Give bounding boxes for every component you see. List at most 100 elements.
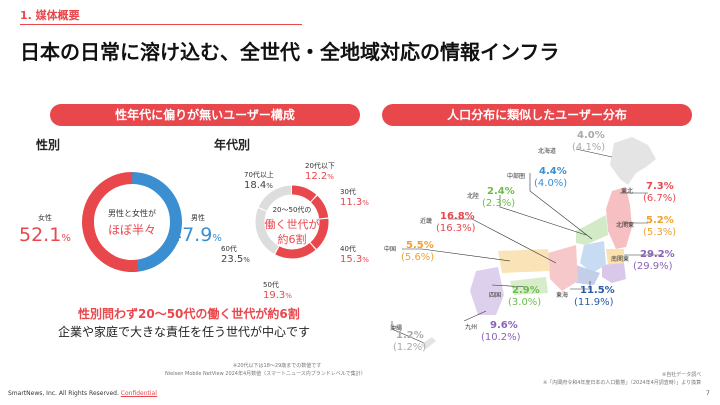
male-percent-sign: % <box>212 233 222 244</box>
gender-header: 性別 <box>36 138 61 152</box>
region-tohoku-prev: (6.7%) <box>643 193 677 204</box>
region-minamikanto-value: 29.2% <box>640 249 675 260</box>
region-chugoku-value: 5.5% <box>406 240 434 251</box>
age-arc-0 <box>255 185 329 259</box>
region-chubu-prev: (4.0%) <box>534 178 568 189</box>
gender-donut <box>82 172 182 272</box>
age-60s-percent: % <box>243 256 250 264</box>
age-40s-number: 15.3 <box>340 254 363 265</box>
age-center-line2: 働く世代が <box>264 218 320 231</box>
age-label-50s-name: 50代 <box>263 281 279 289</box>
region-minamikanto-prev: (29.9%) <box>633 261 673 272</box>
page-title: 日本の日常に溶け込む、全世代・全地域対応の情報インフラ <box>20 40 560 64</box>
male-value-number: 47.9 <box>170 224 213 246</box>
age-arc-3 <box>255 185 329 259</box>
age-label-50s: 50代 19.3% <box>263 280 292 301</box>
age-center-line1: 20〜50代の <box>272 206 312 214</box>
map-chugoku <box>498 249 550 273</box>
region-chugoku-name: 中国 <box>384 246 397 253</box>
region-shikoku-value: 2.9% <box>512 285 540 296</box>
footer: SmartNews, Inc. All Rights Reserved. Con… <box>8 390 157 397</box>
left-section-pill: 性年代に偏りが無いユーザー構成 <box>50 104 360 126</box>
conclusion-subtext: 企業や家庭で大きな責任を任う世代が中心です <box>58 325 311 339</box>
left-footnote-1: ※20代以下は18〜29歳までの数値です <box>233 363 322 369</box>
age-header: 年代別 <box>214 138 251 152</box>
region-kyushu-name: 九州 <box>465 324 478 331</box>
region-minamikanto-name: 南関東 <box>611 256 630 263</box>
region-tohoku-name: 東北 <box>621 188 634 195</box>
age-label-40s-name: 40代 <box>340 245 356 253</box>
age-label-70s: 70代以上 18.4% <box>244 170 274 191</box>
right-footnote-1: ※自社データ調べ <box>662 372 702 378</box>
age-label-50s-value: 19.3% <box>263 290 292 301</box>
age-label-60s-value: 23.5% <box>221 254 250 265</box>
map-tohoku <box>606 187 632 249</box>
map-tokai <box>576 265 600 285</box>
age-label-40s-value: 15.3% <box>340 254 369 265</box>
region-tokai-value: 11.5% <box>580 285 615 296</box>
age-60s-number: 23.5 <box>221 254 244 265</box>
footer-copyright: SmartNews, Inc. All Rights Reserved. <box>8 390 119 397</box>
map-hokkaido <box>610 137 656 185</box>
region-tokai-prev: (11.9%) <box>574 297 614 308</box>
map-kinki <box>548 245 578 291</box>
region-kyushu-prev: (10.2%) <box>481 332 521 343</box>
region-tohoku-value: 7.3% <box>646 181 674 192</box>
male-value: 47.9% <box>170 224 222 246</box>
conclusion-heading: 性別問わず20〜50代の働く世代が約6割 <box>78 307 300 321</box>
region-hokuriku-value: 2.4% <box>487 186 515 197</box>
right-section-pill: 人口分布に類似したユーザー分布 <box>382 104 692 126</box>
section-divider <box>20 24 302 25</box>
age-label-30s-value: 11.3% <box>340 197 369 208</box>
page-number: 7 <box>706 390 710 397</box>
age-50s-number: 19.3 <box>263 290 286 301</box>
region-hokuriku-prev: (2.3%) <box>482 198 516 209</box>
region-kitakanto-value: 5.2% <box>646 215 674 226</box>
female-percent-sign: % <box>61 233 71 244</box>
age-label-20s-name: 20代以下 <box>305 162 335 170</box>
map-kitakanto <box>606 249 624 265</box>
footer-confidential-link[interactable]: Confidential <box>120 390 157 397</box>
region-chubu-value: 4.4% <box>539 166 567 177</box>
age-70s-number: 18.4 <box>244 180 267 191</box>
region-kinki-prev: (16.3%) <box>436 223 476 234</box>
age-label-30s-name: 30代 <box>340 188 356 196</box>
female-value-number: 52.1 <box>19 224 62 246</box>
region-shikoku-name: 四国 <box>489 292 502 299</box>
age-label-40s: 40代 15.3% <box>340 244 369 265</box>
gender-center-line1: 男性と女性が <box>108 209 156 218</box>
left-footnote-2: Nielsen Mobile NetView 2024年4月数値（スマートニュー… <box>165 371 366 377</box>
age-label-20s-value: 12.2% <box>305 171 335 182</box>
region-kitakanto-name: 北関東 <box>616 222 635 229</box>
japan-map <box>391 137 662 349</box>
age-40s-percent: % <box>362 256 369 264</box>
map-kyushu <box>470 267 504 315</box>
map-hokuriku <box>576 215 608 245</box>
region-shikoku-prev: (3.0%) <box>508 297 542 308</box>
age-arc-4 <box>255 185 329 259</box>
region-kitakanto-prev: (5.3%) <box>643 227 677 238</box>
region-hokuriku-name: 北陸 <box>467 193 480 200</box>
age-30s-percent: % <box>362 199 369 207</box>
age-label-30s: 30代 11.3% <box>340 187 369 208</box>
male-label: 男性 <box>191 214 205 222</box>
age-20s-number: 12.2 <box>305 171 328 182</box>
map-shikoku <box>510 277 548 295</box>
age-30s-number: 11.3 <box>340 197 363 208</box>
map-minamikanto <box>602 263 626 283</box>
right-footnote-2: ※「内閣府令和4年度日本の人口動態」（2024年4月調査時）」より換算 <box>543 380 702 386</box>
region-tokai-name: 東海 <box>556 292 569 299</box>
age-label-60s: 60代 23.5% <box>221 244 250 265</box>
age-donut <box>255 185 329 259</box>
age-70s-percent: % <box>266 182 273 190</box>
region-okinawa-prev: (1.2%) <box>393 342 427 353</box>
map-okinawa <box>420 337 436 349</box>
gender-center-line2: ほぼ半々 <box>107 223 156 237</box>
region-chubu-name: 中部圏 <box>507 173 526 180</box>
section-label: 1. 媒体概要 <box>20 9 80 22</box>
map-chubu <box>580 241 606 273</box>
age-label-60s-name: 60代 <box>221 245 237 253</box>
age-20s-percent: % <box>327 173 334 181</box>
age-arc-2 <box>255 185 329 259</box>
region-okinawa-name: 沖縄 <box>390 325 403 332</box>
